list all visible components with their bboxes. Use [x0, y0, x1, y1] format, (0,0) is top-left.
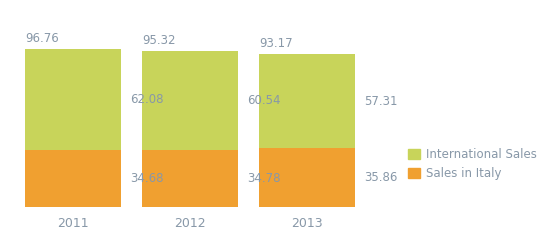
Text: 2011: 2011: [57, 217, 89, 230]
Bar: [142, 51, 239, 150]
Text: 35.86: 35.86: [364, 171, 398, 184]
Bar: [259, 55, 355, 148]
Text: 57.31: 57.31: [364, 95, 398, 108]
Text: 2012: 2012: [175, 217, 206, 230]
Bar: [25, 49, 121, 150]
Text: 2013: 2013: [291, 217, 323, 230]
Text: 34.68: 34.68: [130, 172, 163, 185]
Text: 34.78: 34.78: [247, 172, 281, 185]
Text: 93.17: 93.17: [259, 37, 292, 50]
Text: 60.54: 60.54: [247, 94, 281, 107]
Text: 62.08: 62.08: [130, 93, 163, 106]
Text: 96.76: 96.76: [25, 31, 58, 44]
Text: 95.32: 95.32: [142, 34, 176, 47]
Bar: [142, 150, 239, 207]
Bar: [259, 148, 355, 207]
Legend: International Sales, Sales in Italy: International Sales, Sales in Italy: [406, 145, 539, 182]
Bar: [25, 150, 121, 207]
